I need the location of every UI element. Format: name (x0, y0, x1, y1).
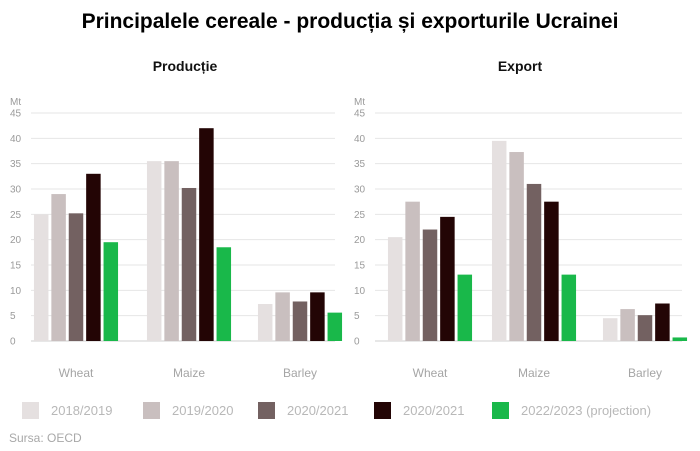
y-tick-label: 30 (354, 185, 366, 196)
bar (199, 128, 214, 341)
bar (637, 315, 653, 341)
source-note: Sursa: OECD (9, 431, 82, 445)
legend-label: 2018/2019 (51, 402, 113, 418)
bar (146, 161, 162, 341)
bar (544, 201, 559, 341)
bar (655, 303, 670, 341)
bar (602, 318, 618, 341)
y-tick-label: 45 (10, 109, 22, 120)
legend-item-2019-2020: 2019/2020 (143, 398, 233, 422)
y-tick-label: 5 (10, 311, 16, 322)
y-tick-label: 20 (10, 235, 22, 246)
bar (310, 292, 325, 341)
legend-item-2020-2021-a: 2020/2021 (258, 398, 348, 422)
legend-swatch (492, 401, 509, 419)
bar (457, 274, 473, 341)
bar (422, 229, 438, 341)
x-category-label: Barley (283, 366, 317, 380)
y-tick-label: 0 (354, 337, 360, 348)
y-tick-label: 45 (354, 109, 366, 120)
y-tick-label: 25 (10, 210, 22, 221)
main-title: Principalele cereale - producția și expo… (81, 10, 619, 33)
y-tick-label: 5 (354, 311, 360, 322)
x-category-label: Maize (173, 366, 205, 380)
chart-title: Producție (153, 58, 218, 74)
y-unit-label: Mt (10, 97, 21, 108)
bar (672, 337, 688, 341)
bar (526, 183, 542, 341)
legend-label: 2020/2021 (403, 402, 465, 418)
legend-item-2018-2019: 2018/2019 (22, 398, 112, 422)
x-category-label: Wheat (59, 366, 94, 380)
bar (33, 214, 49, 341)
bar (491, 140, 507, 341)
bar (327, 312, 343, 341)
y-tick-label: 10 (354, 286, 366, 297)
legend-swatch (258, 401, 275, 419)
legend-label: 2022/2023 (projection) (521, 402, 652, 418)
y-unit-label: Mt (354, 97, 365, 108)
legend-label: 2019/2020 (172, 402, 234, 418)
bar (181, 187, 197, 341)
bar (164, 161, 179, 341)
y-tick-label: 15 (10, 261, 22, 272)
x-category-label: Barley (628, 366, 662, 380)
y-tick-label: 35 (354, 159, 366, 170)
bar (440, 216, 455, 341)
bar (509, 152, 524, 341)
legend-label: 2020/2021 (287, 402, 349, 418)
bar (275, 292, 290, 341)
legend-swatch (143, 401, 160, 419)
bar (86, 173, 101, 341)
y-tick-label: 35 (10, 159, 22, 170)
bar (257, 304, 273, 341)
bar (387, 237, 403, 341)
bar (292, 301, 308, 341)
bar (68, 213, 84, 341)
legend-item-2022-2023: 2022/2023 (projection) (492, 398, 651, 422)
legend: 2018/2019 2019/2020 2020/2021 2020/2021 … (22, 398, 682, 422)
bar (216, 247, 232, 341)
legend-item-2020-2021-b: 2020/2021 (374, 398, 464, 422)
bar (103, 242, 119, 341)
bar (405, 201, 420, 341)
y-tick-label: 30 (10, 185, 22, 196)
legend-swatch (374, 401, 391, 419)
y-tick-label: 10 (10, 286, 22, 297)
bar (51, 194, 66, 341)
y-tick-label: 15 (354, 261, 366, 272)
x-category-label: Maize (518, 366, 550, 380)
y-tick-label: 20 (354, 235, 366, 246)
bar (620, 309, 635, 341)
chart-title: Export (498, 58, 543, 74)
y-tick-label: 25 (354, 210, 366, 221)
y-tick-label: 0 (10, 337, 16, 348)
x-category-label: Wheat (413, 366, 448, 380)
bar (561, 274, 577, 341)
legend-swatch (22, 401, 39, 419)
y-tick-label: 40 (354, 134, 366, 145)
y-tick-label: 40 (10, 134, 22, 145)
